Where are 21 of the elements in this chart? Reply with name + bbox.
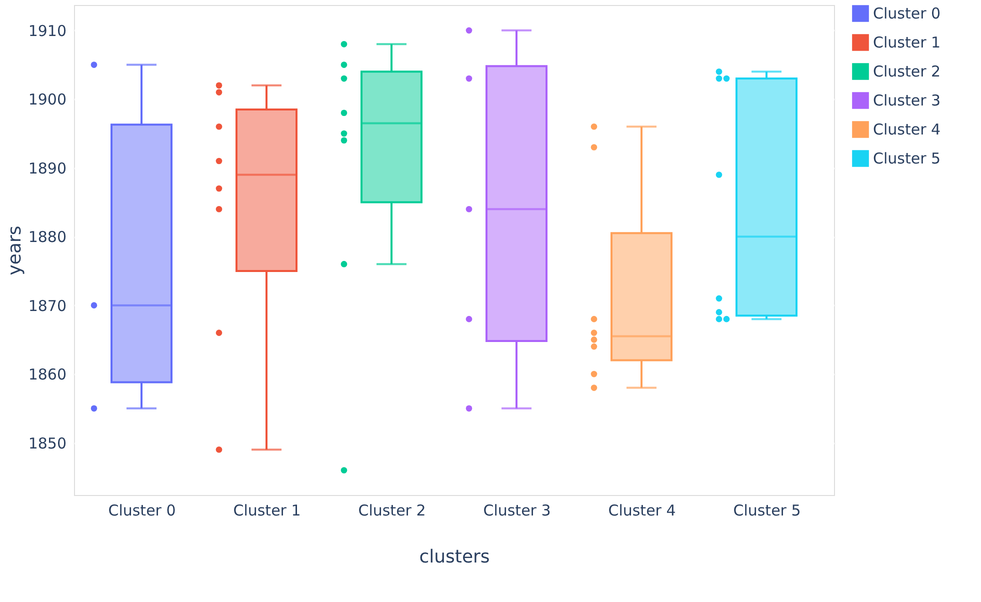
y-tick-label: 1850 xyxy=(28,434,66,452)
y-axis-title: years xyxy=(4,226,26,276)
x-tick-label: Cluster 3 xyxy=(483,502,551,520)
y-tick-label: 1910 xyxy=(28,22,66,40)
x-tick-label: Cluster 0 xyxy=(108,502,176,520)
y-tick-label: 1890 xyxy=(28,159,66,178)
x-tick-label: Cluster 1 xyxy=(233,502,301,520)
y-tick-label: 1900 xyxy=(28,90,66,109)
x-tick-label: Cluster 2 xyxy=(358,502,426,520)
x-axis-title: clusters xyxy=(419,546,490,568)
legend-label: Cluster 4 xyxy=(873,120,941,138)
legend-label: Cluster 1 xyxy=(873,34,941,52)
legend-label: Cluster 2 xyxy=(873,62,941,80)
y-tick-label: 1870 xyxy=(28,296,66,315)
legend-label: Cluster 0 xyxy=(873,4,941,22)
y-tick-label: 1860 xyxy=(28,366,66,384)
legend-label: Cluster 3 xyxy=(873,92,941,110)
legend-label: Cluster 5 xyxy=(873,150,941,168)
x-tick-label: Cluster 4 xyxy=(608,502,676,520)
x-tick-label: Cluster 5 xyxy=(733,502,801,520)
y-tick-label: 1880 xyxy=(28,228,66,246)
